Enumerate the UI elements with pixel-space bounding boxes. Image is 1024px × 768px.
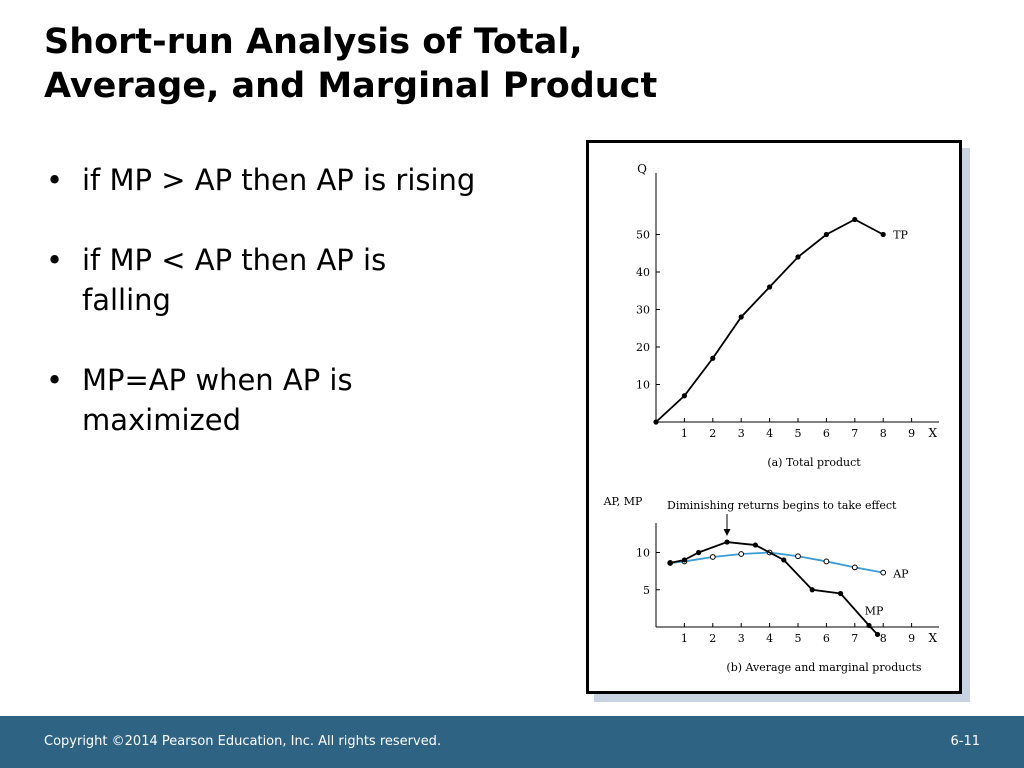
x-tick-label: 5 bbox=[795, 427, 802, 440]
series-label-mp: MP bbox=[865, 605, 884, 618]
y-tick-label: 40 bbox=[636, 266, 650, 279]
x-tick-label: 3 bbox=[738, 427, 745, 440]
chart-caption: (a) Total product bbox=[767, 456, 861, 469]
data-point-ap bbox=[880, 569, 887, 576]
data-point-tp bbox=[653, 419, 659, 425]
data-point-mp bbox=[696, 549, 702, 556]
data-point-mp bbox=[781, 557, 787, 563]
bullet-item: • MP=AP when AP is maximized bbox=[44, 360, 564, 440]
data-point-ap bbox=[738, 551, 745, 557]
data-point-ap bbox=[795, 553, 801, 560]
bullet-text: MP=AP when AP is bbox=[82, 363, 353, 397]
data-point-tp bbox=[767, 284, 773, 290]
x-tick-label: 9 bbox=[908, 632, 915, 645]
data-point-tp bbox=[738, 314, 744, 320]
bullet-text-cont: falling bbox=[82, 283, 171, 317]
data-point-tp bbox=[795, 254, 801, 260]
total-product-chart: 1 2 3 4 5 6 7 8 9 10 20 30 40 50 X Q (a) Total product TP bbox=[636, 162, 939, 469]
data-point-tp bbox=[823, 231, 829, 238]
x-tick-label: 2 bbox=[709, 632, 716, 645]
data-point-mp bbox=[866, 622, 872, 629]
y-tick-label: 10 bbox=[636, 379, 650, 392]
y-tick-label: 20 bbox=[636, 341, 650, 354]
y-tick-label: 5 bbox=[643, 584, 650, 597]
data-point-tp bbox=[880, 231, 886, 238]
x-tick-label: 1 bbox=[681, 632, 688, 645]
data-point-mp bbox=[681, 557, 687, 563]
series-line-tp bbox=[655, 218, 884, 423]
x-tick-label: 4 bbox=[766, 632, 773, 645]
x-tick-label: 9 bbox=[908, 427, 915, 440]
bullet-text: if MP > AP then AP is rising bbox=[82, 163, 476, 197]
data-point-mp bbox=[724, 539, 730, 545]
bullet-text-cont: maximized bbox=[82, 403, 242, 437]
average-marginal-chart: 1 2 3 4 5 6 7 8 9 5 10 X AP, MP (b) Average and margi… bbox=[603, 495, 939, 674]
figure-frame: 1 2 3 4 5 6 7 8 9 10 20 30 40 50 X Q (a) Total product TP… bbox=[586, 140, 962, 694]
x-tick-label: 8 bbox=[880, 632, 887, 645]
chart-caption: (b) Average and marginal products bbox=[726, 661, 921, 674]
y-tick-label: 30 bbox=[636, 304, 650, 317]
y-axis-label: AP, MP bbox=[603, 495, 643, 508]
production-charts: 1 2 3 4 5 6 7 8 9 10 20 30 40 50 X Q (a) Total product TP… bbox=[603, 162, 939, 674]
x-tick-label: 6 bbox=[823, 427, 830, 440]
title-line-1: Short-run Analysis of Total, bbox=[44, 22, 583, 62]
data-point-ap bbox=[851, 564, 858, 571]
data-point-ap bbox=[709, 554, 716, 560]
x-axis-label: X bbox=[928, 631, 937, 645]
data-point-mp bbox=[874, 631, 881, 638]
x-tick-label: 6 bbox=[823, 632, 830, 645]
data-point-mp bbox=[838, 590, 844, 597]
x-tick-label: 8 bbox=[880, 427, 887, 440]
x-tick-label: 1 bbox=[681, 427, 688, 440]
footer-bar: Copyright ©2014 Pearson Education, Inc. … bbox=[0, 716, 1024, 768]
x-tick-label: 7 bbox=[851, 632, 858, 645]
series-label-ap: AP bbox=[892, 568, 909, 581]
data-point-ap bbox=[823, 558, 830, 565]
data-point-mp bbox=[809, 587, 815, 593]
x-axis-label: X bbox=[928, 426, 937, 440]
series-line-mp bbox=[670, 541, 879, 636]
bullet-list: • if MP > AP then AP is rising • if MP <… bbox=[44, 160, 564, 480]
data-point-tp bbox=[681, 393, 687, 399]
annotation-text: Diminishing returns begins to take effec… bbox=[667, 499, 897, 512]
bullet-text: if MP < AP then AP is bbox=[82, 243, 387, 277]
title-line-2: Average, and Marginal Product bbox=[44, 66, 658, 106]
data-point-mp bbox=[667, 560, 673, 566]
y-tick-label: 50 bbox=[636, 229, 650, 242]
series-label-tp: TP bbox=[893, 229, 908, 242]
x-tick-label: 7 bbox=[851, 427, 858, 440]
bullet-item: • if MP > AP then AP is rising bbox=[44, 160, 564, 200]
x-tick-label: 5 bbox=[795, 632, 802, 645]
bullet-dot: • bbox=[46, 163, 64, 197]
data-point-mp bbox=[752, 542, 758, 548]
slide-number: 6-11 bbox=[950, 734, 980, 749]
bullet-dot: • bbox=[46, 363, 64, 397]
bullet-dot: • bbox=[46, 243, 64, 277]
x-tick-label: 3 bbox=[738, 632, 745, 645]
y-tick-label: 10 bbox=[636, 547, 650, 560]
y-axis-label: Q bbox=[637, 162, 647, 176]
slide-title: Short-run Analysis of Total, Average, an… bbox=[44, 20, 804, 108]
data-point-tp bbox=[710, 355, 716, 361]
copyright-text: Copyright ©2014 Pearson Education, Inc. … bbox=[44, 734, 442, 749]
bullet-item: • if MP < AP then AP is falling bbox=[44, 240, 564, 320]
x-tick-label: 2 bbox=[709, 427, 716, 440]
x-tick-label: 4 bbox=[766, 427, 773, 440]
annotation-arrow-head bbox=[723, 529, 731, 536]
data-point-tp bbox=[852, 216, 858, 223]
